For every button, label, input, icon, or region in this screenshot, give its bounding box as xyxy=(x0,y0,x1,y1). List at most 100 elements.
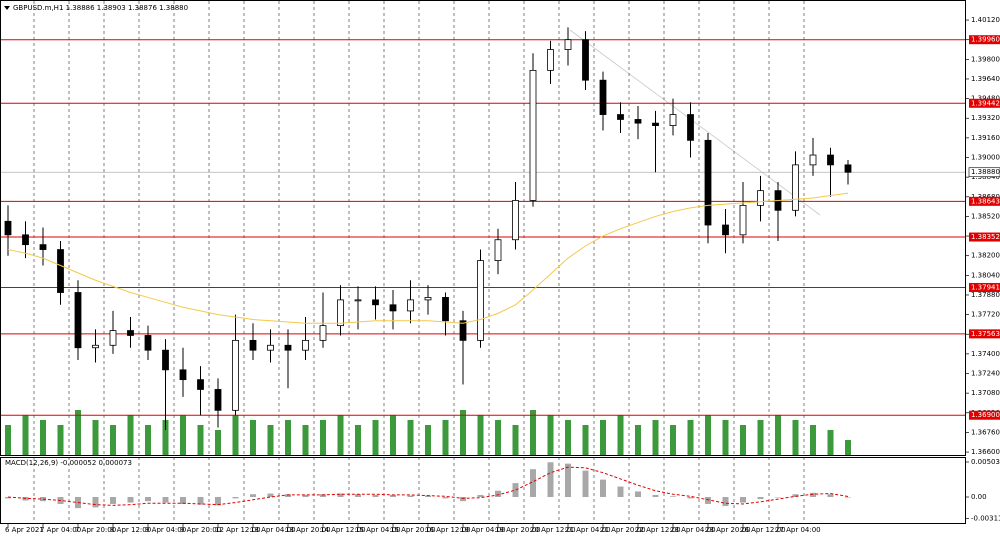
macd-bar xyxy=(407,495,414,497)
volume-bar xyxy=(757,420,764,455)
level-label: 1.37563 xyxy=(971,330,1000,338)
candle-body xyxy=(564,39,572,50)
candle-body xyxy=(162,349,169,371)
candle-body xyxy=(319,325,327,341)
level-tag xyxy=(969,329,1000,339)
macd-bar xyxy=(810,492,816,497)
macd-bar xyxy=(180,496,186,504)
level-tag xyxy=(969,232,1000,242)
x-tick-label: 16 Apr 12:00 xyxy=(425,526,471,534)
candle-body xyxy=(372,299,379,306)
macd-bar xyxy=(285,494,291,497)
volume-bar xyxy=(92,420,99,455)
x-tick-label: 9 Apr 04:00 xyxy=(145,526,186,534)
volume-bar xyxy=(442,420,449,455)
x-tick-label: 13 Apr 20:00 xyxy=(285,526,331,534)
candle-body xyxy=(144,335,152,351)
candle-body xyxy=(634,119,642,124)
candle-body xyxy=(179,369,187,381)
x-tick-label: 26 Apr 12:00 xyxy=(740,526,786,534)
y-tick-label: 1.39160 xyxy=(971,134,1000,142)
x-tick-label: 14 Apr 12:00 xyxy=(320,526,366,534)
x-tick-label: 15 Apr 20:00 xyxy=(390,526,436,534)
macd-bar xyxy=(792,494,799,497)
volume-bar xyxy=(530,410,536,455)
candle-body xyxy=(844,164,852,173)
candle-body xyxy=(127,330,134,336)
candle-body xyxy=(669,114,677,127)
macd-bar xyxy=(110,496,116,504)
candle-body xyxy=(22,234,29,246)
x-tick-label: 15 Apr 04:00 xyxy=(355,526,401,534)
volume-bar xyxy=(250,420,256,455)
y-tick-label: 1.38680 xyxy=(971,193,1000,201)
candle-body xyxy=(74,292,82,349)
macd-bar xyxy=(127,496,134,503)
volume-bar xyxy=(512,425,519,455)
candle-body xyxy=(599,79,607,115)
macd-bar xyxy=(687,496,694,499)
volume-bar xyxy=(705,415,711,455)
macd-bar xyxy=(5,496,11,499)
candle-body xyxy=(494,239,502,262)
level-tag xyxy=(969,35,1000,45)
x-tick-label: 6 Apr 2021 xyxy=(5,526,44,534)
moving-average xyxy=(7,192,849,324)
volume-bar xyxy=(792,420,799,455)
volume-bar xyxy=(600,420,606,455)
volume-bar xyxy=(407,420,414,455)
chart-title: GBPUSD.m,H1 1.38886 1.38903 1.38876 1.38… xyxy=(13,4,188,12)
x-tick-label: 27 Apr 04:00 xyxy=(775,526,821,534)
x-tick-label: 23 Apr 04:00 xyxy=(670,526,716,534)
volume-bar xyxy=(687,420,694,455)
volume-bar xyxy=(565,420,571,455)
volume-bar xyxy=(460,410,466,455)
level-label: 1.39960 xyxy=(971,36,1000,44)
x-tick-label: 12 Apr 12:00 xyxy=(215,526,261,534)
candle-body xyxy=(757,190,764,206)
y-tick-label: 1.39800 xyxy=(971,55,1000,63)
candle-body xyxy=(197,379,204,390)
macd-bar xyxy=(722,496,729,507)
candle-body xyxy=(739,204,747,236)
volume-bar xyxy=(617,415,624,455)
volume-bar xyxy=(162,420,169,455)
menu-arrow[interactable] xyxy=(4,6,10,10)
y-tick-label: 1.39320 xyxy=(971,114,1000,122)
y-tick-label: 1.38840 xyxy=(971,173,1000,181)
volume-bar xyxy=(127,415,134,455)
macd-bar xyxy=(442,496,449,499)
y-tick-label: 1.39000 xyxy=(971,154,1000,162)
macd-bar xyxy=(827,494,834,497)
candle-body xyxy=(442,297,449,322)
candle-body xyxy=(267,344,274,351)
y-tick-label: 1.39640 xyxy=(971,75,1000,83)
volume-bar xyxy=(740,425,746,455)
candle-body xyxy=(809,154,817,166)
volume-bar xyxy=(180,415,186,455)
y-tick-label: 0.00 xyxy=(971,493,987,501)
candle-body xyxy=(4,220,12,236)
x-tick-label: 8 Apr 12:00 xyxy=(110,526,151,534)
macd-bar xyxy=(512,483,519,497)
macd-title: MACD(12,26,9) -0.000052 0.000073 xyxy=(5,459,132,467)
x-tick-label: 19 Apr 20:00 xyxy=(495,526,541,534)
level-tag xyxy=(969,196,1000,206)
last-price-label: 1.38880 xyxy=(971,168,1000,176)
y-tick-label: 1.36600 xyxy=(971,448,1000,456)
candle-body xyxy=(389,304,397,312)
candle-body xyxy=(57,249,64,293)
x-tick-label: 22 Apr 12:00 xyxy=(635,526,681,534)
level-tag xyxy=(969,98,1000,108)
y-tick-label: 1.38520 xyxy=(971,212,1000,220)
candle-body xyxy=(459,320,467,341)
macd-bar xyxy=(530,469,536,497)
y-tick-label: 0.005038 xyxy=(971,458,1000,466)
volume-bar xyxy=(372,420,379,455)
volume-bar xyxy=(355,425,361,455)
candle-body xyxy=(652,122,659,127)
x-tick-label: 7 Apr 04:00 xyxy=(40,526,81,534)
x-tick-label: 23 Apr 20:00 xyxy=(705,526,751,534)
